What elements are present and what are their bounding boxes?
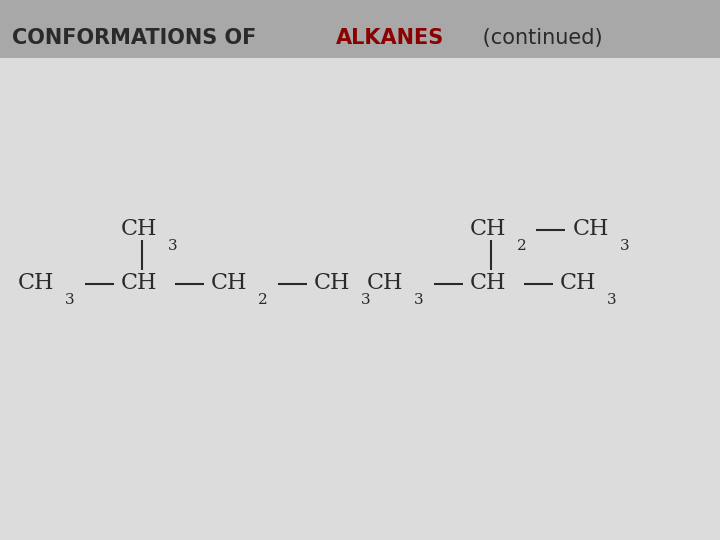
Text: ALKANES: ALKANES: [336, 28, 444, 48]
Text: CH: CH: [314, 272, 351, 294]
Text: (continued): (continued): [476, 28, 603, 48]
Text: CH: CH: [18, 272, 55, 294]
Text: 3: 3: [168, 239, 177, 253]
Text: 3: 3: [414, 293, 424, 307]
Text: CH: CH: [572, 218, 609, 240]
FancyBboxPatch shape: [0, 0, 720, 58]
Text: 2: 2: [517, 239, 526, 253]
Text: CH: CH: [211, 272, 248, 294]
Text: 3: 3: [619, 239, 629, 253]
Text: CH: CH: [469, 218, 506, 240]
Text: CH: CH: [470, 272, 506, 294]
Text: CH: CH: [121, 272, 157, 294]
Text: 3: 3: [361, 293, 371, 307]
Text: 2: 2: [258, 293, 268, 307]
Text: CH: CH: [367, 272, 404, 294]
Text: 3: 3: [65, 293, 75, 307]
Text: CONFORMATIONS OF: CONFORMATIONS OF: [12, 28, 263, 48]
Text: CH: CH: [120, 218, 157, 240]
Text: CH: CH: [560, 272, 597, 294]
Text: 3: 3: [607, 293, 617, 307]
